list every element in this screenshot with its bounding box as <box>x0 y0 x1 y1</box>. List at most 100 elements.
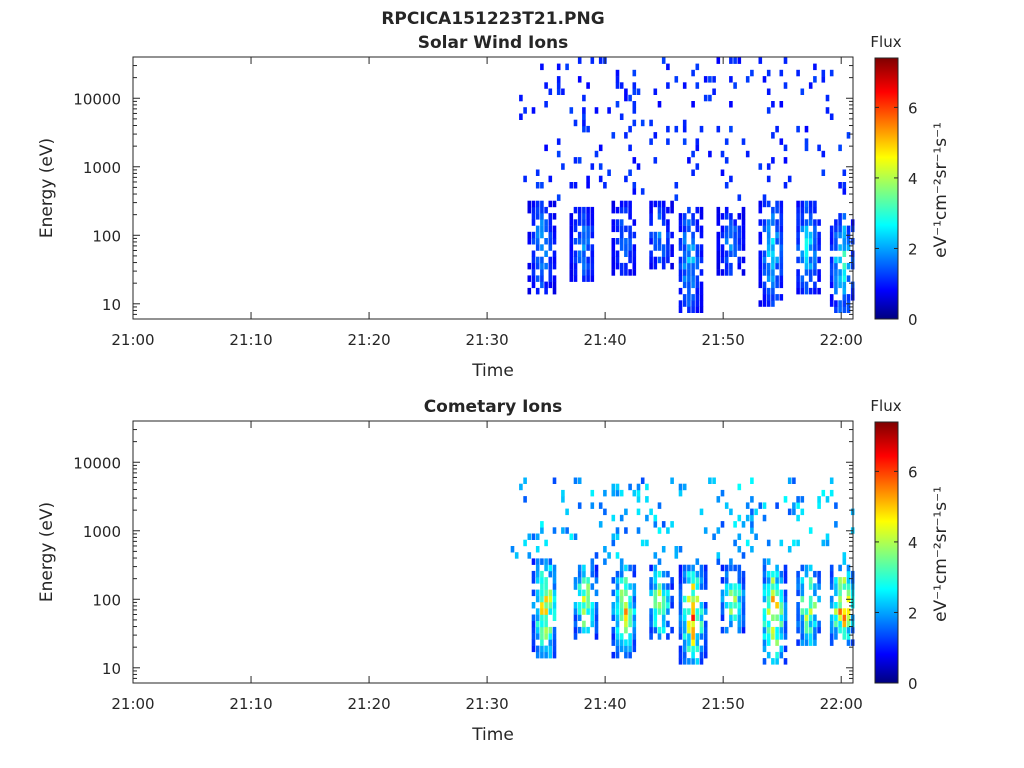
heatmap-cell <box>699 658 704 665</box>
heatmap-cell <box>535 651 540 659</box>
heatmap-cell <box>762 645 767 653</box>
heatmap-cell <box>695 138 700 145</box>
heatmap-cell <box>577 250 582 257</box>
heatmap-cell <box>825 107 830 114</box>
heatmap-cell <box>779 626 784 634</box>
heatmap-cell <box>800 287 805 295</box>
heatmap-cell <box>691 602 695 609</box>
heatmap-cell <box>540 558 544 565</box>
heatmap-cell <box>657 583 662 590</box>
heatmap-cell <box>775 294 779 301</box>
heatmap-cell <box>678 651 683 659</box>
heatmap-cell <box>611 483 616 491</box>
heatmap-cell <box>817 238 821 245</box>
heatmap-cell <box>640 539 645 547</box>
heatmap-cell <box>695 633 700 640</box>
heatmap-cell <box>670 250 674 257</box>
heatmap-cell <box>792 477 796 484</box>
heatmap-cell <box>632 645 637 653</box>
heatmap-cell <box>724 626 729 634</box>
heatmap-cell <box>813 620 817 628</box>
heatmap-cell <box>729 564 733 572</box>
heatmap-cell <box>540 200 544 208</box>
heatmap-cell <box>569 182 574 189</box>
heatmap-cell <box>628 639 632 646</box>
heatmap-cell <box>771 658 775 665</box>
heatmap-cell <box>766 287 771 295</box>
heatmap-cell <box>775 589 779 597</box>
heatmap-cell <box>582 125 586 133</box>
heatmap-cell <box>619 558 624 565</box>
heatmap-cell <box>762 558 767 565</box>
heatmap-cell <box>716 219 721 226</box>
heatmap-cell <box>846 626 851 634</box>
heatmap-cell <box>771 287 775 295</box>
heatmap-cell <box>842 626 847 634</box>
heatmap-cell <box>792 502 796 509</box>
heatmap-cell <box>691 300 695 307</box>
heatmap-cell <box>724 564 729 572</box>
heatmap-cell <box>552 231 557 239</box>
heatmap-cell <box>569 238 574 245</box>
heatmap-cell <box>766 570 771 578</box>
heatmap-cell <box>556 150 561 158</box>
heatmap-cell <box>573 275 578 282</box>
heatmap-cell <box>628 269 632 276</box>
heatmap-cell <box>834 300 838 307</box>
heatmap-cell <box>834 521 838 528</box>
heatmap-cell <box>552 225 557 233</box>
heatmap-cell <box>527 262 532 270</box>
heatmap-cell <box>586 626 590 634</box>
heatmap-cell <box>682 138 687 145</box>
heatmap-cell <box>771 269 775 276</box>
x-tick-label: 21:00 <box>111 331 154 349</box>
heatmap-cell <box>636 489 641 497</box>
heatmap-cell <box>552 238 557 245</box>
heatmap-cell <box>653 238 658 245</box>
heatmap-cell <box>729 262 733 270</box>
heatmap-cell <box>535 200 540 208</box>
plot-frame-cometary <box>132 420 854 684</box>
x-axis-label-cometary: Time <box>471 725 514 745</box>
heatmap-cell <box>842 169 847 176</box>
heatmap-cell <box>615 583 620 590</box>
heatmap-cell <box>779 213 784 220</box>
heatmap-cell <box>594 626 599 634</box>
figure-title: RPCICA151223T21.PNG <box>381 9 604 29</box>
heatmap-cell <box>527 275 532 282</box>
heatmap-cell <box>775 564 779 572</box>
heatmap-cell <box>834 577 838 584</box>
heatmap-cell <box>838 300 842 307</box>
heatmap-cell <box>628 250 632 257</box>
heatmap-cell <box>699 608 704 615</box>
heatmap-cell <box>813 250 817 257</box>
heatmap-cell <box>720 589 725 597</box>
heatmap-cell <box>783 496 788 503</box>
heatmap-cell <box>758 231 763 239</box>
heatmap-cell <box>540 275 544 282</box>
heatmap-cell <box>548 570 553 578</box>
heatmap-cell <box>762 269 767 276</box>
heatmap-cell <box>624 250 628 257</box>
heatmap-cell <box>582 570 586 578</box>
heatmap-cell <box>531 219 536 226</box>
heatmap-cell <box>724 206 729 214</box>
heatmap-cell <box>632 188 637 195</box>
heatmap-cell <box>775 577 779 584</box>
heatmap-cell <box>737 256 742 264</box>
heatmap-cell <box>733 244 737 251</box>
heatmap-cell <box>775 626 779 634</box>
heatmap-cell <box>691 213 695 220</box>
heatmap-cell <box>590 256 595 264</box>
heatmap-cell <box>687 570 691 578</box>
heatmap-cell <box>544 620 548 628</box>
heatmap-cell <box>695 645 700 653</box>
heatmap-cell <box>695 275 700 282</box>
heatmap-cell <box>611 250 616 257</box>
heatmap-cell <box>582 595 586 603</box>
heatmap-cell <box>766 539 771 547</box>
heatmap-cell <box>590 564 595 572</box>
y-tick-label: 100 <box>92 591 121 609</box>
heatmap-cell <box>569 262 574 270</box>
